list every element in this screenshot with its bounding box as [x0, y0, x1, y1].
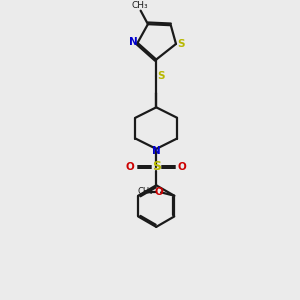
Text: S: S [177, 39, 184, 49]
Text: S: S [152, 160, 161, 173]
Text: S: S [158, 71, 165, 81]
Text: CH₃: CH₃ [131, 1, 148, 10]
Text: O: O [154, 187, 163, 196]
Text: N: N [129, 37, 137, 47]
Text: O: O [178, 162, 187, 172]
Text: O: O [126, 162, 135, 172]
Text: CH₃: CH₃ [137, 187, 153, 196]
Text: N: N [152, 146, 161, 156]
